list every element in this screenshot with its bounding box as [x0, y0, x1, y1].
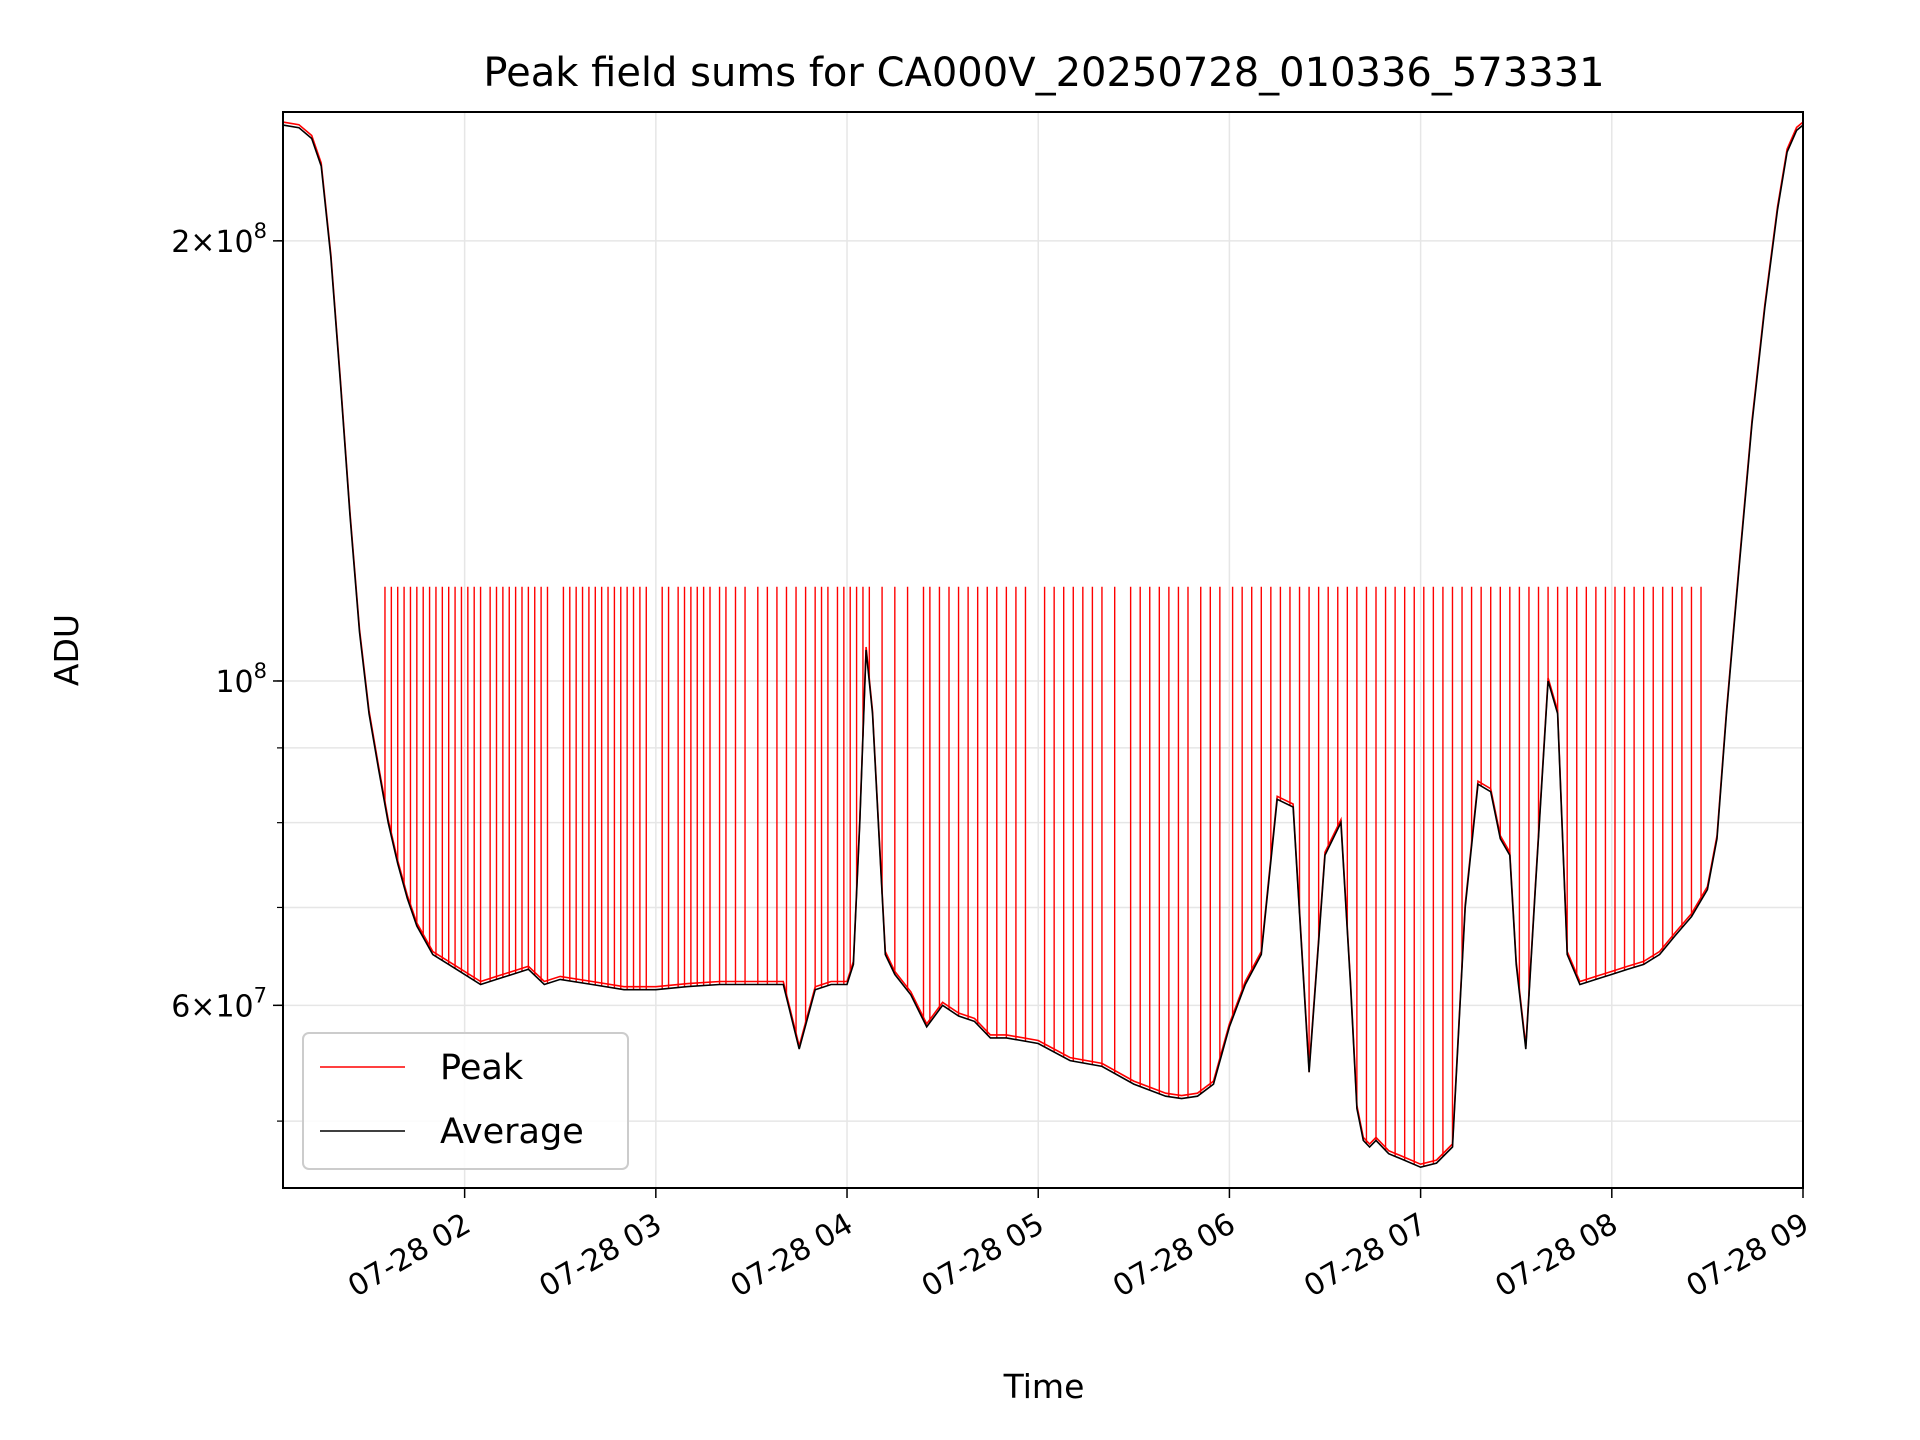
- y-axis: 2×108 108 6×107: [171, 219, 283, 1122]
- y-tick-label: 108: [215, 659, 267, 700]
- legend-label-peak: Peak: [440, 1048, 524, 1088]
- legend-label-average: Average: [440, 1112, 584, 1152]
- y-tick-label: 6×107: [171, 983, 267, 1024]
- chart-title: Peak field sums for CA000V_20250728_0103…: [483, 50, 1604, 96]
- x-axis-title: Time: [1003, 1367, 1085, 1406]
- y-tick-label: 2×108: [171, 219, 267, 260]
- average-series-line: [282, 124, 1804, 1169]
- y-axis-title: ADU: [47, 614, 86, 686]
- peak-series: [282, 121, 1804, 1167]
- plot-frame: [282, 111, 1804, 1189]
- legend: Peak Average: [302, 1032, 629, 1170]
